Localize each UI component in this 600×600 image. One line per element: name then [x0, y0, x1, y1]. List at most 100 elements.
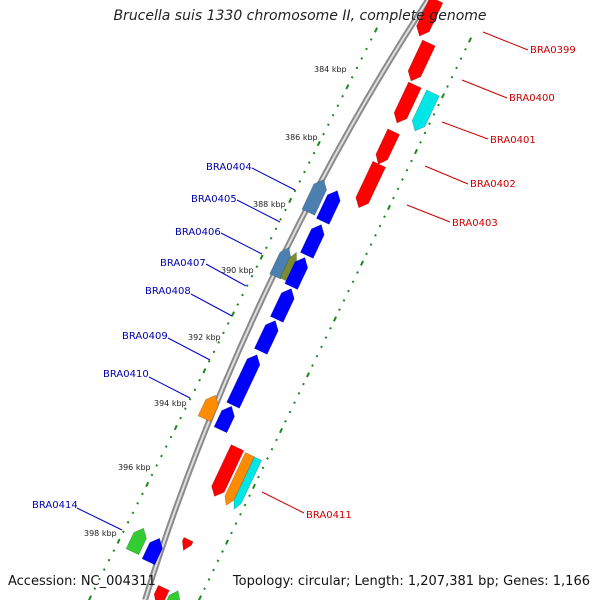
ruler-tick: [270, 447, 274, 451]
gene-arrow[interactable]: [254, 320, 279, 355]
gene-arrow[interactable]: [141, 537, 163, 566]
gene-label-forward[interactable]: BRA0403: [452, 218, 498, 229]
gene-arrow[interactable]: [226, 354, 261, 409]
gene-label-forward[interactable]: BRA0400: [509, 93, 555, 104]
ruler-tick: [387, 204, 391, 211]
ruler-tick: [414, 148, 418, 155]
gene-arrow[interactable]: [316, 190, 341, 225]
gene-arrow[interactable]: [411, 89, 440, 132]
ruler-tick: [239, 512, 242, 516]
gene-arrow[interactable]: [233, 456, 263, 510]
ruler-tick: [302, 382, 305, 386]
ruler-tick: [410, 159, 413, 163]
gene-label-reverse[interactable]: BRA0414: [32, 500, 78, 511]
ruler-tick: [225, 539, 229, 545]
gene-label-forward[interactable]: BRA0411: [306, 510, 352, 521]
gene-label-forward[interactable]: BRA0399: [530, 45, 576, 56]
gene-arrow[interactable]: [125, 527, 147, 556]
ruler-tick: [298, 180, 302, 183]
ruler-tick: [374, 233, 377, 237]
ruler-tick: [324, 336, 328, 339]
ruler-tick: [396, 187, 400, 191]
label-leader: [76, 507, 123, 531]
ruler-label: 392 kbp: [188, 333, 221, 342]
gene-label-forward[interactable]: BRA0401: [490, 135, 536, 146]
ruler-tick: [284, 208, 287, 212]
gene-label-reverse[interactable]: BRA0410: [103, 369, 149, 380]
gene-arrow[interactable]: [166, 590, 181, 600]
ruler-tick: [392, 196, 395, 200]
gene-arrow[interactable]: [211, 444, 245, 497]
ruler-tick: [333, 316, 337, 322]
ruler-tick: [230, 531, 233, 535]
gene-arrow[interactable]: [153, 584, 170, 600]
ruler-tick: [248, 494, 251, 498]
ruler-tick: [284, 419, 287, 423]
ruler-label: 390 kbp: [221, 266, 254, 275]
gene-arrow[interactable]: [181, 536, 194, 551]
ruler-tick: [226, 322, 230, 325]
gene-arrow[interactable]: [407, 39, 436, 82]
label-leader: [482, 31, 529, 51]
gene-arrow[interactable]: [416, 0, 444, 37]
gene-label-reverse[interactable]: BRA0406: [175, 227, 221, 238]
gene-arrow[interactable]: [197, 394, 219, 423]
gene-arrow[interactable]: [224, 452, 255, 506]
genome-summary-text: Topology: circular; Length: 1,207,381 bp…: [232, 574, 590, 589]
ruler-label: 386 kbp: [285, 133, 318, 142]
gene-label-reverse[interactable]: BRA0409: [122, 331, 168, 342]
ruler-tick: [293, 189, 297, 193]
gene-arrow[interactable]: [270, 288, 295, 323]
ruler-tick: [316, 140, 321, 147]
gene-arrow[interactable]: [213, 405, 235, 434]
ruler-tick: [338, 308, 341, 312]
label-leader: [190, 293, 233, 317]
ruler-tick: [374, 27, 378, 33]
gene-label-reverse[interactable]: BRA0407: [160, 258, 206, 269]
ruler-tick: [279, 218, 282, 221]
gene-arrow[interactable]: [393, 81, 422, 124]
ruler-tick: [347, 289, 350, 293]
gene-arrow[interactable]: [355, 160, 386, 209]
ruler-tick: [350, 76, 354, 79]
gene-labels: BRA0404 BRA0405 BRA0406 BRA0407 BRA0408 …: [32, 31, 576, 531]
ruler-tick: [293, 401, 296, 405]
ruler-tick: [259, 254, 264, 260]
gene-label-reverse[interactable]: BRA0405: [191, 194, 237, 205]
ruler-tick: [269, 236, 273, 240]
ruler-tick: [221, 550, 224, 553]
gene-arrow[interactable]: [279, 251, 297, 282]
accession-text: Accession: NC_004311: [8, 574, 156, 589]
gene-arrow[interactable]: [301, 179, 327, 216]
label-leader: [261, 491, 305, 514]
gene-label-reverse[interactable]: BRA0408: [145, 286, 191, 297]
ruler-tick: [383, 215, 386, 219]
gene-arrow[interactable]: [284, 257, 309, 290]
ruler-tick: [307, 161, 311, 164]
gene-label-reverse[interactable]: BRA0404: [206, 162, 252, 173]
ruler-tick: [441, 93, 445, 99]
ruler-tick: [297, 392, 301, 395]
ruler-tick: [164, 445, 168, 448]
ruler-tick: [122, 530, 125, 534]
ruler-tick: [212, 350, 216, 354]
gene-arrow[interactable]: [300, 224, 325, 259]
ruler-tick: [222, 331, 225, 335]
ruler-tick: [136, 502, 139, 505]
ruler-tick: [241, 293, 244, 297]
ruler-label: 388 kbp: [253, 200, 286, 209]
ruler-tick: [315, 354, 319, 358]
ruler-tick: [468, 37, 472, 43]
ruler-tick: [329, 326, 332, 330]
gene-arrow[interactable]: [269, 247, 292, 280]
gene-arrow[interactable]: [375, 128, 400, 165]
ruler-tick: [212, 568, 215, 572]
label-leader: [406, 204, 451, 223]
ruler-tick: [126, 520, 130, 524]
gene-label-forward[interactable]: BRA0402: [470, 179, 516, 190]
ruler-ticks: [88, 27, 472, 600]
ruler-tick: [216, 559, 220, 563]
ruler-tick: [102, 568, 106, 571]
ruler-tick: [345, 84, 350, 90]
ruler-tick: [160, 454, 163, 458]
